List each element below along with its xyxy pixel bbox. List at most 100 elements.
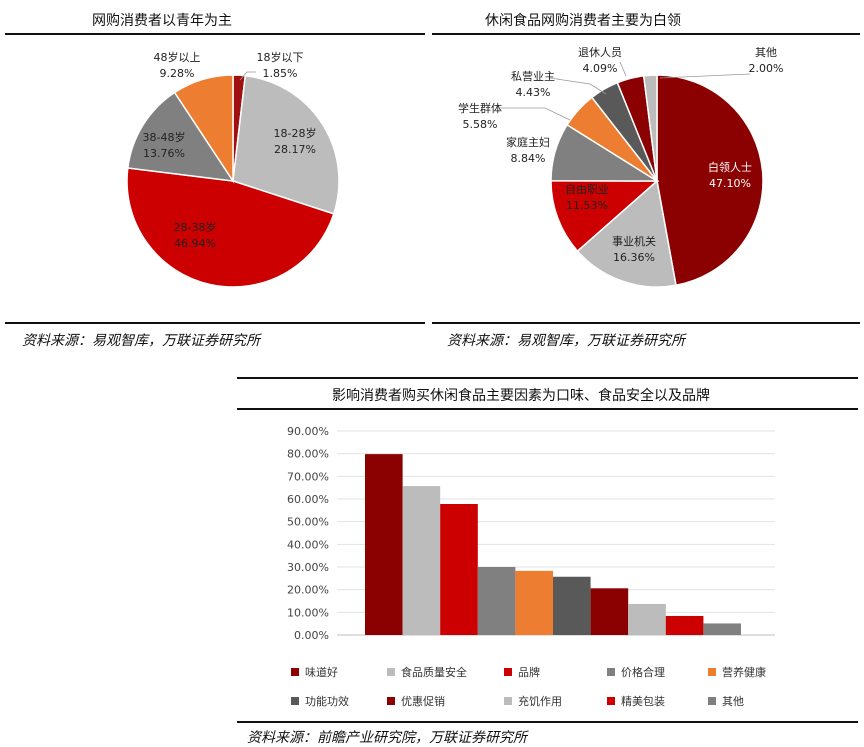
legend-label: 优惠促销 — [401, 695, 445, 708]
legend-label: 品牌 — [518, 666, 540, 679]
bar-legend: 味道好 食品质量安全 品牌 价格合理 营养健康功能功效 优惠促销 充饥作用 精美包装 其他 — [237, 660, 858, 720]
pie-slice — [173, 74, 234, 184]
pie-slice — [126, 91, 235, 182]
legend-label: 充饥作用 — [518, 695, 562, 708]
slice-label: 白领人士 — [708, 160, 752, 174]
slice-value: 4.43% — [516, 86, 551, 99]
y-tick-label: 90.00% — [287, 425, 329, 438]
y-tick-label: 60.00% — [287, 493, 329, 506]
slice-label: 私营业主 — [511, 69, 555, 83]
legend-swatch — [708, 668, 716, 676]
legend-swatch — [387, 697, 395, 705]
slice-value: 2.00% — [749, 62, 784, 75]
pie2-source: 资料来源：易观智库，万联证券研究所 — [447, 333, 685, 349]
slice-value: 5.58% — [463, 118, 498, 131]
slice-label: 家庭主妇 — [506, 135, 550, 149]
pie1-title: 网购消费者以青年为主 — [92, 13, 232, 29]
bar — [515, 570, 553, 635]
legend-label: 精美包装 — [621, 695, 665, 708]
legend-label: 食品质量安全 — [401, 666, 467, 679]
bar — [477, 567, 516, 635]
y-tick-label: 80.00% — [287, 448, 329, 461]
legend-swatch — [708, 697, 716, 705]
bar — [665, 615, 704, 635]
y-tick-label: 20.00% — [287, 584, 329, 597]
slice-value: 13.76% — [143, 147, 185, 160]
slice-label: 退休人员 — [578, 46, 622, 59]
slice-label: 事业机关 — [612, 234, 656, 248]
pie1-bottom-rule — [5, 322, 425, 324]
leader-line — [500, 107, 571, 121]
y-tick-label: 30.00% — [287, 561, 329, 574]
slice-label: 18岁以下 — [257, 50, 304, 64]
pie2-title: 休闲食品网购消费者主要为白领 — [485, 13, 681, 29]
legend-label: 价格合理 — [621, 666, 665, 679]
pie-slice — [576, 179, 677, 288]
bar-source: 资料来源：前瞻产业研究院，万联证券研究所 — [247, 730, 527, 746]
slice-label: 38-48岁 — [143, 130, 186, 144]
slice-label: 48岁以上 — [154, 50, 201, 64]
legend-item: 精美包装 — [607, 693, 665, 709]
slice-value: 1.85% — [263, 67, 298, 80]
slice-value: 8.84% — [511, 152, 546, 165]
slice-label: 学生群体 — [458, 101, 502, 115]
legend-item: 营养健康 — [708, 664, 766, 680]
leader-line — [619, 61, 627, 77]
pie-slice — [642, 74, 658, 182]
legend-label: 味道好 — [305, 666, 338, 679]
slice-value: 28.17% — [274, 143, 316, 156]
legend-item: 优惠促销 — [387, 693, 445, 709]
legend-item: 其他 — [708, 693, 744, 709]
bar — [402, 486, 441, 635]
y-tick-label: 50.00% — [287, 516, 329, 529]
legend-item: 味道好 — [291, 664, 338, 680]
slice-label: 18-28岁 — [274, 126, 317, 140]
bar — [553, 576, 591, 635]
slice-value: 16.36% — [613, 251, 655, 264]
bar-title-rule — [237, 408, 858, 410]
leader-line — [239, 71, 256, 81]
bar — [440, 503, 478, 635]
slice-label: 其他 — [755, 46, 777, 59]
pie-slice — [126, 167, 335, 288]
pie1-chart: 18岁以下 1.85% 18-28岁 28.17% 28-38岁 46.94% 38-48岁… — [126, 50, 340, 288]
pie-slice — [550, 179, 659, 253]
bar-bottom-rule — [237, 721, 858, 723]
legend-item: 品牌 — [504, 664, 540, 680]
legend-item: 功能功效 — [291, 693, 349, 709]
legend-item: 价格合理 — [607, 664, 665, 680]
bar-top-rule — [237, 377, 858, 379]
leader-line — [549, 77, 607, 95]
legend-swatch — [387, 668, 395, 676]
slice-value: 9.28% — [160, 67, 195, 80]
legend-label: 功能功效 — [305, 695, 349, 708]
legend-swatch — [607, 668, 615, 676]
slice-label: 自由职业 — [565, 182, 609, 196]
bar-chart: 90.00% 80.00% 70.00% 60.00% 50.00% 40.00% 30.0… — [287, 425, 775, 642]
pie1-title-rule — [5, 33, 425, 35]
pie-slice — [656, 74, 764, 287]
bar — [703, 623, 741, 635]
legend-item: 充饥作用 — [504, 693, 562, 709]
pie1-source: 资料来源：易观智库，万联证券研究所 — [22, 333, 260, 349]
y-tick-label: 10.00% — [287, 606, 329, 619]
pie2-bottom-rule — [432, 322, 860, 324]
bar — [590, 588, 629, 635]
legend-swatch — [504, 668, 512, 676]
legend-swatch — [291, 697, 299, 705]
bar-title: 影响消费者购买休闲食品主要因素为口味、食品安全以及品牌 — [332, 388, 710, 404]
legend-label: 营养健康 — [722, 666, 766, 679]
bar — [365, 454, 403, 635]
legend-swatch — [607, 697, 615, 705]
legend-swatch — [291, 668, 299, 676]
legend-swatch — [504, 697, 512, 705]
pie2-title-rule — [432, 33, 860, 35]
pie2-chart: 白领人士 47.10% 事业机关 16.36% 自由职业 11.53% 家庭主妇 8.84% 学… — [458, 46, 784, 288]
y-tick-label: 0.00% — [294, 629, 329, 642]
slice-value: 46.94% — [174, 237, 216, 250]
slice-value: 47.10% — [709, 177, 751, 190]
legend-label: 其他 — [722, 695, 744, 708]
leader-line — [659, 73, 751, 79]
legend-item: 食品质量安全 — [387, 664, 467, 680]
pie-slice — [232, 74, 340, 215]
